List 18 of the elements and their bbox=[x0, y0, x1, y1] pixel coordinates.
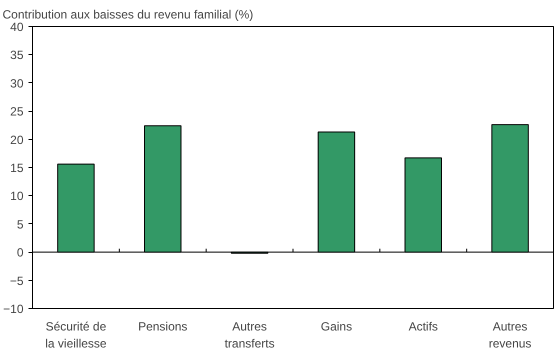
y-tick-label: 20 bbox=[10, 132, 24, 147]
y-tick-label: 40 bbox=[10, 20, 24, 34]
y-tick-label: 0 bbox=[16, 246, 24, 260]
y-tick-label: 35 bbox=[10, 48, 24, 62]
y-tick-label: 30 bbox=[10, 76, 24, 90]
x-tick-label: Autres transferts bbox=[224, 320, 275, 350]
y-tick-label: 5 bbox=[16, 217, 24, 232]
y-tick-label: 25 bbox=[10, 104, 24, 119]
y-tick-label: −10 bbox=[3, 302, 24, 316]
y-tick-label: 15 bbox=[10, 161, 24, 175]
x-tick-label: Autres revenus bbox=[488, 320, 532, 350]
x-tick-label: Actifs bbox=[408, 320, 438, 334]
x-tick-label: Pensions bbox=[138, 320, 188, 334]
y-tick-label: 10 bbox=[10, 189, 24, 204]
x-tick-label: Gains bbox=[320, 320, 352, 334]
y-tick-label: −5 bbox=[10, 274, 24, 288]
chart-title: Contribution aux baisses du revenu familial (%) bbox=[2, 8, 254, 22]
x-tick-label: Sécurité de la vieillesse bbox=[45, 320, 107, 350]
